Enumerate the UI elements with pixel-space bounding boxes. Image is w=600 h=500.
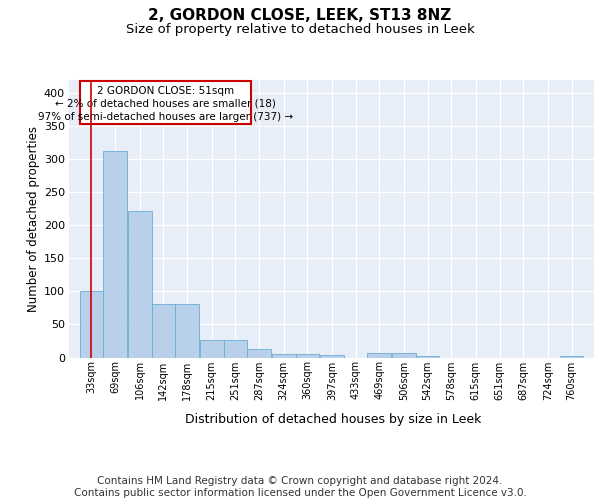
Bar [152, 304, 175, 358]
Bar [320, 355, 344, 358]
Bar [175, 304, 199, 358]
Bar [247, 349, 271, 358]
Bar [416, 356, 439, 358]
Text: Distribution of detached houses by size in Leek: Distribution of detached houses by size … [185, 412, 481, 426]
Text: 2 GORDON CLOSE: 51sqm: 2 GORDON CLOSE: 51sqm [97, 86, 233, 96]
Bar [103, 150, 127, 358]
Text: Contains HM Land Registry data © Crown copyright and database right 2024.
Contai: Contains HM Land Registry data © Crown c… [74, 476, 526, 498]
Bar [272, 354, 296, 358]
Bar [367, 353, 391, 358]
Bar [296, 354, 319, 358]
Bar [560, 356, 583, 358]
Text: 2, GORDON CLOSE, LEEK, ST13 8NZ: 2, GORDON CLOSE, LEEK, ST13 8NZ [148, 8, 452, 22]
Bar [224, 340, 247, 357]
Text: 97% of semi-detached houses are larger (737) →: 97% of semi-detached houses are larger (… [38, 112, 293, 122]
Text: ← 2% of detached houses are smaller (18): ← 2% of detached houses are smaller (18) [55, 98, 275, 108]
Text: Size of property relative to detached houses in Leek: Size of property relative to detached ho… [125, 22, 475, 36]
Bar [392, 353, 416, 358]
Bar [200, 340, 224, 357]
Y-axis label: Number of detached properties: Number of detached properties [26, 126, 40, 312]
Bar [80, 292, 103, 358]
Bar [128, 211, 152, 358]
FancyBboxPatch shape [80, 82, 251, 124]
